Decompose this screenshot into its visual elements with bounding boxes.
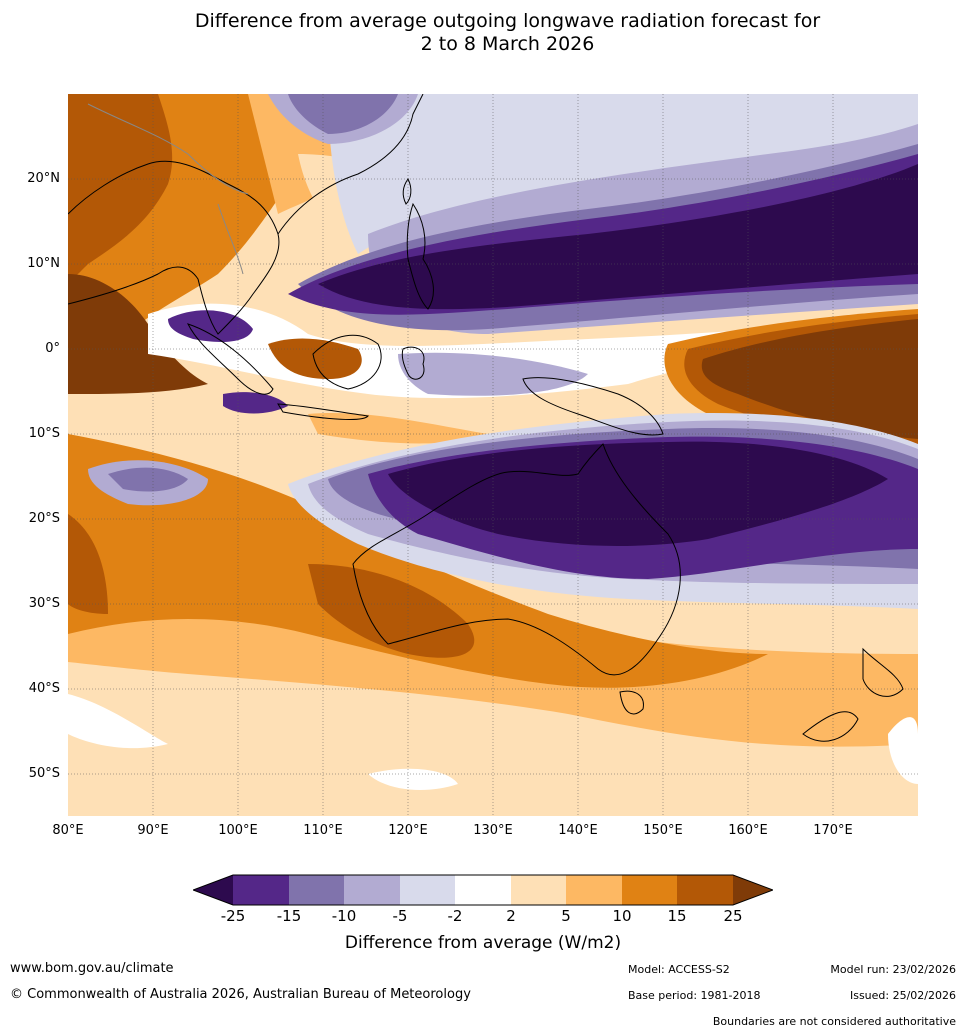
title-line-1: Difference from average outgoing longwav… <box>194 10 821 32</box>
anomaly-region-pale-purple-north <box>328 94 918 254</box>
colorbar-bin-5 <box>455 875 511 905</box>
colorbar-tick-5: -2 <box>447 907 463 925</box>
lon-label-160e: 160°E <box>728 823 768 838</box>
colorbar-tick-8: 10 <box>612 907 632 925</box>
lon-label-90e: 90°E <box>137 823 169 838</box>
lon-label-80e: 80°E <box>52 823 84 838</box>
coastline-sulawesi <box>401 346 425 380</box>
lat-label-10s: 10°S <box>28 426 60 441</box>
map-canvas <box>68 94 918 816</box>
lon-label-170e: 170°E <box>813 823 853 838</box>
colorbar <box>193 874 773 906</box>
borders <box>87 103 249 275</box>
lon-label-110e: 110°E <box>303 823 343 838</box>
anomaly-region-brown-australia-west <box>308 564 475 658</box>
coastline-borneo <box>312 334 382 390</box>
colorbar-bin-3 <box>344 875 400 905</box>
lon-label-140e: 140°E <box>558 823 598 838</box>
olr-anomaly-map <box>68 94 918 816</box>
colorbar-tick-4: -5 <box>392 907 408 925</box>
coastline-philippines <box>406 202 434 310</box>
anomaly-region-light-orange-banda <box>308 413 488 444</box>
coastline-china-coast <box>277 94 424 235</box>
coastline-asia-mainland <box>68 160 280 335</box>
colorbar-tick-10: 25 <box>723 907 743 925</box>
title-line-2: 2 to 8 March 2026 <box>420 33 595 55</box>
coastline-tasmania <box>619 690 644 715</box>
anomaly-region-light-purple-banda <box>398 352 588 396</box>
lon-label-130e: 130°E <box>473 823 513 838</box>
coastline-sumatra <box>187 323 274 395</box>
coastline-australia <box>352 443 681 676</box>
anomaly-region-mid-purple-indian <box>108 467 188 492</box>
lat-label-40s: 40°S <box>28 681 60 696</box>
footer-model-run: Model run: 23/02/2026 <box>830 963 956 976</box>
colorbar-bin-2 <box>289 875 344 905</box>
coastlines <box>68 94 904 742</box>
coastline-java <box>277 403 369 420</box>
anomaly-region-darkest-purple-south <box>388 441 888 546</box>
colorbar-tick-3: -10 <box>331 907 357 925</box>
colorbar-bin-6 <box>511 875 566 905</box>
lat-label-10n: 10°N <box>27 256 60 271</box>
colorbar-tick-9: 15 <box>667 907 687 925</box>
lat-label-20s: 20°S <box>28 511 60 526</box>
colorbar-bin-1 <box>233 875 289 905</box>
footer-model: Model: ACCESS-S2 <box>628 963 730 976</box>
anomaly-region-brown-borneo <box>268 338 362 379</box>
coastline-new-guinea <box>522 377 664 436</box>
colorbar-extend-low <box>193 875 233 905</box>
lon-label-100e: 100°E <box>218 823 258 838</box>
anomaly-region-purple-sumatra <box>168 310 288 414</box>
coastline-taiwan <box>402 178 412 205</box>
lat-label-0: 0° <box>45 341 60 356</box>
anomaly-region-darkest-purple-north <box>318 164 918 310</box>
colorbar-bin-7 <box>566 875 622 905</box>
colorbar-tick-7: 5 <box>561 907 571 925</box>
graticule <box>68 94 918 816</box>
footer-copyright: © Commonwealth of Australia 2026, Austra… <box>10 987 471 1002</box>
footer-disclaimer: Boundaries are not considered authoritat… <box>712 1015 956 1028</box>
lon-label-120e: 120°E <box>388 823 428 838</box>
anomaly-region-brown-indian-ocean <box>68 514 108 614</box>
anomaly-region-brown-north <box>68 94 173 284</box>
footer-base-period: Base period: 1981-2018 <box>628 989 761 1002</box>
colorbar-label: Difference from average (W/m2) <box>344 933 622 953</box>
coastline-new-zealand <box>802 647 904 742</box>
colorbar-bin-8 <box>622 875 677 905</box>
lat-label-20n: 20°N <box>27 171 60 186</box>
lat-label-30s: 30°S <box>28 596 60 611</box>
colorbar-bin-4 <box>400 875 455 905</box>
footer-issued: Issued: 25/02/2026 <box>849 989 956 1002</box>
map-title: Difference from average outgoing longwav… <box>0 10 965 56</box>
lat-label-50s: 50°S <box>28 766 60 781</box>
colorbar-tick-6: 2 <box>506 907 516 925</box>
colorbar-tick-2: -15 <box>276 907 302 925</box>
colorbar-bin-9 <box>677 875 733 905</box>
colorbar-tick-1: -25 <box>220 907 246 925</box>
anomaly-region-darkbrown-bay-of-bengal <box>68 274 208 394</box>
lon-label-150e: 150°E <box>643 823 683 838</box>
colorbar-outline <box>193 874 773 906</box>
footer-url[interactable]: www.bom.gov.au/climate <box>10 961 174 976</box>
colorbar-extend-high <box>733 875 773 905</box>
